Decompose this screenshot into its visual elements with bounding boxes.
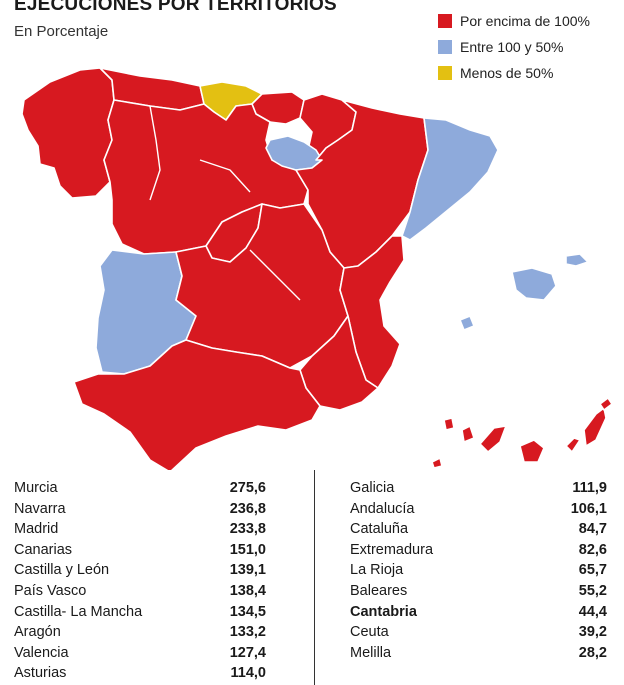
table-row: Andalucía 106,1 bbox=[350, 499, 607, 520]
region-value: 106,1 bbox=[570, 500, 607, 517]
region-andalucia bbox=[73, 339, 321, 470]
legend-swatch-low bbox=[438, 66, 452, 80]
map-subtitle: En Porcentaje bbox=[14, 23, 109, 40]
region-name: Andalucía bbox=[350, 500, 415, 517]
region-name: Aragón bbox=[14, 624, 61, 641]
spain-map bbox=[21, 67, 613, 470]
table-row: Galicia 111,9 bbox=[350, 478, 607, 499]
legend-item-high: Por encima de 100% bbox=[438, 8, 590, 34]
table-row: Canarias 151,0 bbox=[14, 540, 266, 561]
legend: Por encima de 100% Entre 100 y 50% Menos… bbox=[438, 8, 590, 86]
table-row: Melilla 28,2 bbox=[350, 643, 607, 664]
region-value: 114,0 bbox=[230, 665, 267, 682]
region-value: 133,2 bbox=[229, 624, 266, 641]
region-value: 55,2 bbox=[578, 582, 607, 599]
region-name: Baleares bbox=[350, 582, 408, 599]
region-value: 39,2 bbox=[578, 624, 607, 641]
table-row: Asturias 114,0 bbox=[14, 663, 266, 684]
region-name: Melilla bbox=[350, 644, 392, 661]
table-row: La Rioja 65,7 bbox=[350, 560, 607, 581]
table-row: Castilla- La Mancha 134,5 bbox=[14, 602, 266, 623]
table-row: Murcia 275,6 bbox=[14, 478, 266, 499]
region-value: 84,7 bbox=[578, 521, 607, 538]
region-baleares bbox=[511, 267, 557, 301]
table-row: Aragón 133,2 bbox=[14, 622, 266, 643]
legend-label-high: Por encima de 100% bbox=[460, 13, 590, 29]
table-row: País Vasco 138,4 bbox=[14, 581, 266, 602]
table-right: Galicia 111,9 Andalucía 106,1 Cataluña 84,7… bbox=[350, 478, 607, 663]
region-value: 82,6 bbox=[578, 541, 607, 558]
table-row: Navarra 236,8 bbox=[14, 499, 266, 520]
region-value: 65,7 bbox=[578, 562, 607, 579]
region-name: Extremadura bbox=[350, 541, 434, 558]
region-value: 139,1 bbox=[229, 562, 266, 579]
region-name: La Rioja bbox=[350, 562, 404, 579]
table-row: Ceuta 39,2 bbox=[350, 622, 607, 643]
region-value: 236,8 bbox=[229, 500, 266, 517]
region-value: 44,4 bbox=[578, 603, 607, 620]
region-name: Cantabria bbox=[350, 603, 417, 620]
table-left: Murcia 275,6 Navarra 236,8 Madrid 233,8 Can… bbox=[14, 478, 266, 684]
region-name: Asturias bbox=[14, 665, 67, 682]
region-name: Castilla- La Mancha bbox=[14, 603, 143, 620]
legend-label-low: Menos de 50% bbox=[460, 65, 554, 81]
region-value: 151,0 bbox=[229, 541, 266, 558]
region-galicia bbox=[21, 67, 115, 199]
region-name: Navarra bbox=[14, 500, 66, 517]
region-value: 28,2 bbox=[578, 644, 607, 661]
region-value: 233,8 bbox=[229, 521, 266, 538]
region-name: Ceuta bbox=[350, 624, 389, 641]
legend-swatch-mid bbox=[438, 40, 452, 54]
region-baleares-menorca bbox=[565, 253, 589, 267]
table-row: Cantabria 44,4 bbox=[350, 602, 607, 623]
legend-item-mid: Entre 100 y 50% bbox=[438, 34, 590, 60]
table-row: Baleares 55,2 bbox=[350, 581, 607, 602]
region-cataluna bbox=[401, 117, 499, 241]
region-baleares-ibiza bbox=[459, 315, 475, 331]
legend-label-mid: Entre 100 y 50% bbox=[460, 39, 564, 55]
table-row: Cataluña 84,7 bbox=[350, 519, 607, 540]
table-divider bbox=[314, 470, 315, 685]
map-title: EJECUCIONES POR TERRITORIOS bbox=[14, 0, 337, 15]
region-name: Canarias bbox=[14, 541, 73, 558]
region-name: Murcia bbox=[14, 480, 58, 496]
region-name: Cataluña bbox=[350, 521, 409, 538]
region-name: Galicia bbox=[350, 480, 395, 496]
region-value: 134,5 bbox=[229, 603, 266, 620]
table-row: Madrid 233,8 bbox=[14, 519, 266, 540]
region-value: 111,9 bbox=[572, 480, 607, 496]
region-value: 127,4 bbox=[229, 644, 266, 661]
region-value: 275,6 bbox=[229, 480, 266, 496]
table-row: Castilla y León 139,1 bbox=[14, 560, 266, 581]
region-name: Madrid bbox=[14, 521, 59, 538]
table-row: Extremadura 82,6 bbox=[350, 540, 607, 561]
region-name: Castilla y León bbox=[14, 562, 110, 579]
region-name: País Vasco bbox=[14, 582, 87, 599]
table-row: Valencia 127,4 bbox=[14, 643, 266, 664]
region-value: 138,4 bbox=[229, 582, 266, 599]
region-name: Valencia bbox=[14, 644, 69, 661]
region-canarias bbox=[431, 397, 613, 469]
legend-swatch-high bbox=[438, 14, 452, 28]
legend-item-low: Menos de 50% bbox=[438, 60, 590, 86]
